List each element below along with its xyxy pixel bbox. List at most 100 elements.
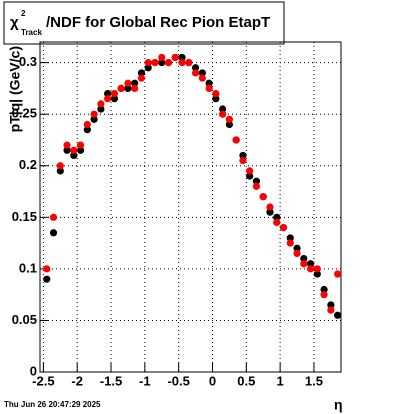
data-point bbox=[185, 59, 193, 67]
data-point bbox=[246, 167, 254, 175]
data-point bbox=[212, 89, 220, 98]
data-point bbox=[306, 265, 315, 273]
data-point bbox=[97, 105, 105, 113]
data-point bbox=[320, 285, 328, 294]
y-axis-label: pT|q| (GeV/c) bbox=[7, 46, 23, 132]
data-point bbox=[124, 79, 132, 87]
data-point bbox=[158, 59, 166, 67]
data-point bbox=[158, 53, 166, 62]
data-point bbox=[90, 110, 98, 118]
plot-frame bbox=[39, 41, 342, 373]
x-axis-label: η bbox=[334, 397, 343, 413]
x-tick-label: -1.5 bbox=[100, 373, 122, 388]
data-point bbox=[252, 182, 261, 190]
data-point bbox=[334, 270, 342, 278]
data-point bbox=[212, 95, 220, 103]
data-point bbox=[171, 53, 179, 62]
x-tick-label: -1 bbox=[139, 373, 151, 388]
y-tick-label: 0.15 bbox=[12, 209, 37, 224]
data-point bbox=[198, 74, 206, 82]
data-point bbox=[205, 84, 213, 93]
data-point bbox=[279, 224, 288, 232]
y-tick-label: 0.1 bbox=[19, 260, 37, 275]
data-point bbox=[124, 84, 132, 93]
data-point bbox=[334, 311, 342, 319]
title-symbol: χ bbox=[10, 14, 19, 31]
x-tick-label: -2 bbox=[71, 373, 83, 388]
x-tick-label: 1.5 bbox=[305, 373, 323, 388]
title-box bbox=[3, 1, 285, 45]
data-point bbox=[144, 59, 152, 67]
data-point bbox=[117, 84, 125, 93]
data-point bbox=[313, 270, 321, 278]
data-point bbox=[191, 64, 200, 72]
x-tick-label: 0.5 bbox=[237, 373, 255, 388]
x-tick-label: -2.5 bbox=[32, 373, 54, 388]
data-point bbox=[286, 239, 294, 247]
data-point bbox=[313, 265, 321, 273]
footer-date: Thu Jun 26 20:47:29 2025 bbox=[4, 400, 101, 409]
data-point bbox=[225, 115, 233, 123]
data-point bbox=[43, 265, 51, 273]
y-tick-label: 0 bbox=[30, 363, 37, 378]
data-point bbox=[219, 105, 227, 113]
data-point bbox=[232, 136, 240, 144]
data-point bbox=[327, 306, 335, 314]
data-point bbox=[266, 208, 274, 216]
x-tick-label: 1 bbox=[277, 373, 284, 388]
data-point bbox=[110, 89, 119, 98]
data-point bbox=[300, 254, 308, 263]
data-point bbox=[246, 172, 254, 180]
title-sub: Track bbox=[21, 28, 42, 37]
data-point bbox=[83, 126, 91, 134]
x-tick-label: -0.5 bbox=[167, 373, 189, 388]
data-point bbox=[178, 59, 186, 67]
data-point bbox=[259, 193, 267, 201]
title-sup: 2 bbox=[21, 9, 26, 18]
data-point bbox=[164, 59, 173, 67]
data-point bbox=[286, 234, 294, 242]
data-point bbox=[49, 213, 58, 221]
data-point bbox=[293, 249, 301, 258]
y-tick-label: 0.3 bbox=[19, 54, 37, 69]
data-point bbox=[56, 162, 64, 170]
data-point bbox=[63, 141, 71, 149]
data-point bbox=[63, 146, 71, 154]
data-point bbox=[137, 69, 146, 77]
data-point bbox=[225, 120, 233, 129]
data-point bbox=[205, 79, 213, 87]
data-point bbox=[110, 95, 119, 103]
data-point bbox=[293, 244, 301, 252]
data-point bbox=[56, 167, 64, 175]
data-point bbox=[191, 69, 200, 77]
data-point bbox=[300, 260, 308, 268]
chart-title: /NDF for Global Rec Pion EtapT bbox=[46, 14, 270, 31]
data-point bbox=[131, 79, 139, 87]
data-point bbox=[273, 213, 281, 221]
data-point bbox=[327, 301, 335, 309]
data-point bbox=[239, 151, 247, 160]
data-point bbox=[252, 177, 261, 185]
data-point bbox=[70, 151, 78, 160]
data-point bbox=[43, 275, 51, 283]
data-point bbox=[104, 95, 112, 103]
y-tick-label: 0.2 bbox=[19, 157, 37, 172]
data-point bbox=[70, 146, 78, 154]
data-point bbox=[151, 59, 159, 67]
y-tick-label: 0.05 bbox=[12, 312, 37, 327]
data-point bbox=[76, 146, 85, 154]
y-tick-label: 0.25 bbox=[12, 106, 37, 121]
data-point bbox=[273, 218, 281, 227]
data-point bbox=[306, 260, 315, 268]
data-point bbox=[239, 156, 247, 165]
data-point bbox=[104, 89, 112, 98]
data-point bbox=[219, 110, 227, 118]
data-point bbox=[83, 120, 91, 129]
data-point bbox=[90, 115, 98, 123]
data-point bbox=[76, 141, 85, 149]
data-point bbox=[137, 74, 146, 82]
data-point bbox=[320, 291, 328, 299]
x-tick-label: 0 bbox=[209, 373, 216, 388]
data-point bbox=[49, 229, 58, 237]
